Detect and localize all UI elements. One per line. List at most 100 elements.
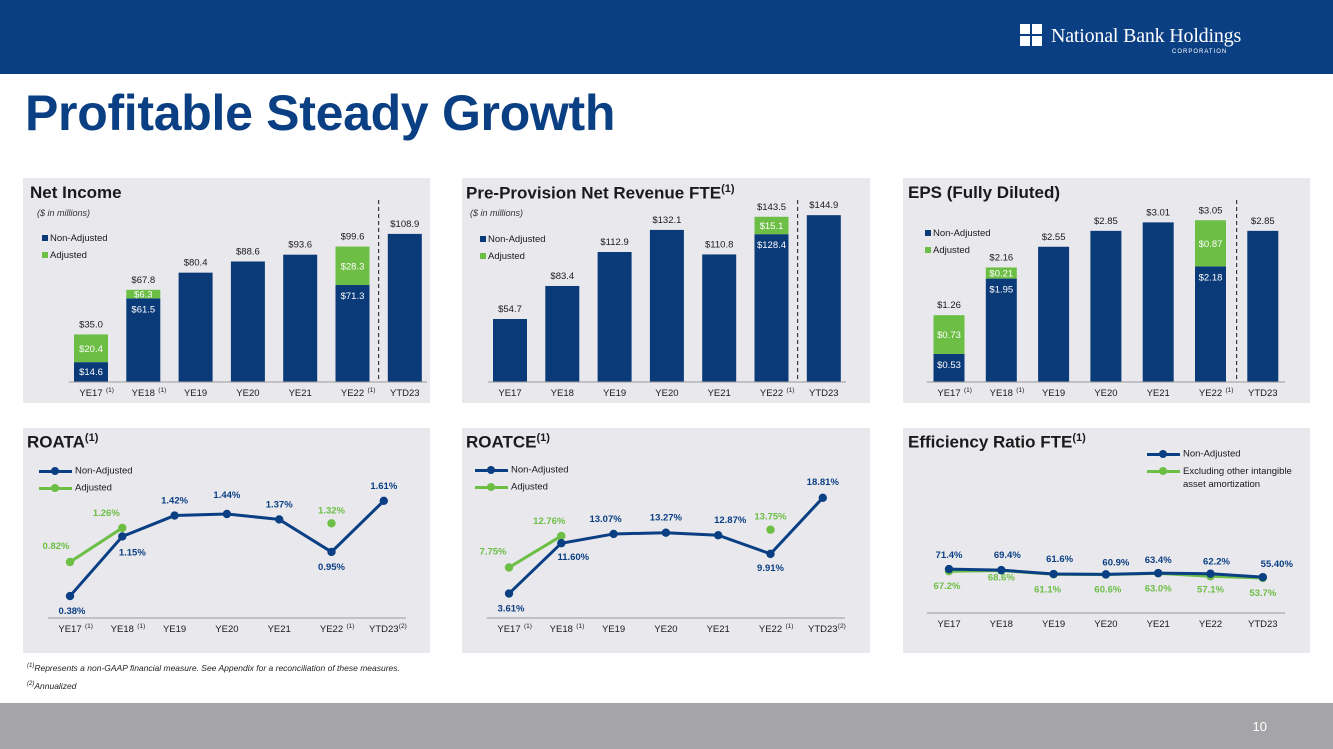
data-label-non-adjusted: 9.91% — [757, 563, 784, 574]
efficiency-chart: 67.2% 68.6% 61.1% 60.6% 63.0% 57.1% 53.7% 71.4%… — [926, 550, 1294, 630]
data-label-total: $2.85 — [1251, 216, 1275, 227]
x-tick-label: YE17 — [937, 388, 960, 399]
roatce-panel: 7.75% 12.76% 13.75% 3.61% 11.60% 13.07% 13.27%… — [462, 428, 870, 653]
page-number: 10 — [1252, 719, 1267, 734]
data-label-total: $144.9 — [809, 200, 838, 211]
data-label-non-adjusted: 55.40% — [1261, 559, 1294, 570]
x-tick-label: YE22 — [760, 388, 783, 399]
data-label-total: $3.05 — [1199, 205, 1223, 216]
data-point-adjusted — [504, 563, 514, 572]
data-label-non-adjusted: $71.3 — [341, 291, 365, 302]
efficiency-panel: 67.2% 68.6% 61.1% 60.6% 63.0% 57.1% 53.7% 71.4%… — [903, 428, 1310, 653]
x-tick-marker: (1) — [368, 387, 376, 394]
x-tick-label: YTD23 — [369, 624, 399, 635]
footnotes: (1)Represents a non-GAAP financial measu… — [27, 658, 400, 694]
data-label-total: $99.6 — [341, 232, 365, 243]
data-label-non-adjusted: 12.87% — [714, 515, 747, 526]
data-label-non-adjusted: 1.15% — [119, 547, 146, 558]
data-label-total: $83.4 — [550, 271, 574, 282]
x-tick-label: YE22 — [1199, 619, 1222, 630]
page-title: Profitable Steady Growth — [25, 85, 616, 141]
x-tick-label: YE18 — [111, 624, 134, 635]
data-label-adjusted: 68.6% — [988, 573, 1015, 584]
data-label-non-adjusted: $2.18 — [1199, 272, 1223, 283]
legend-item-non-adjusted: Non-Adjusted — [475, 464, 569, 481]
data-label-adjusted: 57.1% — [1197, 584, 1224, 595]
data-label-total: $2.16 — [989, 252, 1013, 263]
net-income-chart: $20.4 $14.6 $35.0 $6.3 $61.5 $67.8 $80.4 $88.6 $… — [68, 200, 427, 399]
logo-squares-icon — [1020, 24, 1042, 46]
data-label-adjusted: 1.32% — [318, 505, 345, 516]
data-label-non-adjusted: 69.4% — [994, 550, 1021, 561]
data-point-non-adjusted — [1049, 569, 1058, 579]
x-tick-label: YE21 — [1147, 619, 1170, 630]
x-tick-label: YE19 — [1042, 619, 1065, 630]
x-tick-marker: (2) — [838, 623, 846, 630]
bar-non-adjusted — [754, 234, 789, 382]
roatce-legend: Non-Adjusted Adjusted — [475, 464, 569, 498]
bar-non-adjusted — [230, 261, 265, 382]
data-label-non-adjusted: $1.95 — [989, 285, 1013, 296]
data-label-adjusted: $0.73 — [937, 330, 961, 341]
data-point-non-adjusted — [118, 532, 127, 541]
roata-legend: Non-Adjusted Adjusted — [39, 465, 133, 499]
x-tick-marker: (1) — [1226, 387, 1234, 394]
x-tick-label: YE21 — [1147, 388, 1170, 399]
series-line-adjusted — [69, 526, 124, 564]
roata-title: ROATA(1) — [27, 432, 99, 452]
bar-non-adjusted — [387, 233, 422, 382]
net-income-title: Net Income — [30, 183, 122, 202]
x-tick-label: YE18 — [550, 624, 573, 635]
bar-non-adjusted — [702, 254, 737, 382]
logo-subtitle: CORPORATION — [1172, 49, 1228, 55]
net-income-legend: Non-Adjusted Adjusted — [42, 233, 108, 267]
x-tick-label: YE20 — [654, 624, 677, 635]
x-tick-label: YE21 — [708, 388, 731, 399]
eps-title: EPS (Fully Diluted) — [908, 183, 1061, 202]
data-label-non-adjusted: 13.27% — [650, 513, 683, 524]
pprn-subtitle: ($ in millions) — [470, 208, 524, 218]
data-label-non-adjusted: 61.6% — [1046, 554, 1073, 565]
bar-adjusted — [754, 216, 789, 235]
logo-name: National Bank Holdings — [1051, 25, 1242, 47]
x-tick-label: YE19 — [603, 388, 626, 399]
bar-adjusted — [74, 334, 108, 363]
data-point-non-adjusted — [997, 565, 1006, 575]
legend-item-excluding-amortization: Excluding other intangible asset amortiz… — [1147, 465, 1307, 490]
data-label-total: $54.7 — [498, 304, 522, 315]
bar-adjusted — [933, 315, 965, 354]
data-label-non-adjusted: 1.61% — [370, 481, 397, 492]
x-tick-marker: (1) — [1016, 387, 1024, 394]
x-tick-marker: (1) — [106, 387, 114, 394]
data-point-non-adjusted — [766, 549, 775, 559]
bar-adjusted — [1195, 220, 1226, 267]
x-tick-label: YE18 — [990, 619, 1013, 630]
data-point-adjusted — [766, 525, 775, 534]
legend-item-non-adjusted: Non-Adjusted — [1147, 448, 1307, 465]
x-tick-label: YE20 — [1094, 619, 1117, 630]
data-point-non-adjusted — [557, 539, 566, 548]
bar-non-adjusted — [597, 252, 632, 382]
eps-chart: $0.73 $0.53 $1.26 $0.21 $1.95 $2.16 $2.55 $2.85… — [926, 200, 1285, 399]
data-label-total: $132.1 — [652, 215, 681, 226]
data-label-non-adjusted: 3.61% — [498, 604, 525, 615]
footnote-1: (1)Represents a non-GAAP financial measu… — [27, 662, 400, 673]
x-tick-label: YTD23 — [1248, 388, 1278, 399]
x-tick-marker: (1) — [964, 387, 972, 394]
data-label-non-adjusted: 11.60% — [557, 552, 589, 563]
data-point-non-adjusted — [275, 515, 284, 524]
data-label-total: $2.85 — [1094, 216, 1118, 227]
data-point-non-adjusted — [1258, 572, 1267, 582]
data-label-total: $108.9 — [390, 219, 419, 230]
x-tick-label: YE19 — [602, 624, 625, 635]
data-label-non-adjusted: 63.4% — [1145, 555, 1172, 566]
eps-panel: $0.73 $0.53 $1.26 $0.21 $1.95 $2.16 $2.55 $2.85… — [903, 178, 1310, 403]
x-tick-label: YE17 — [79, 388, 102, 399]
data-label-total: $2.55 — [1042, 232, 1066, 243]
x-tick-label: YE20 — [1094, 388, 1117, 399]
data-label-total: $88.6 — [236, 247, 260, 258]
x-tick-label: YE17 — [498, 388, 521, 399]
bar-non-adjusted — [1090, 230, 1122, 382]
data-label-adjusted: $20.4 — [79, 344, 103, 355]
x-tick-label: YE20 — [236, 388, 259, 399]
